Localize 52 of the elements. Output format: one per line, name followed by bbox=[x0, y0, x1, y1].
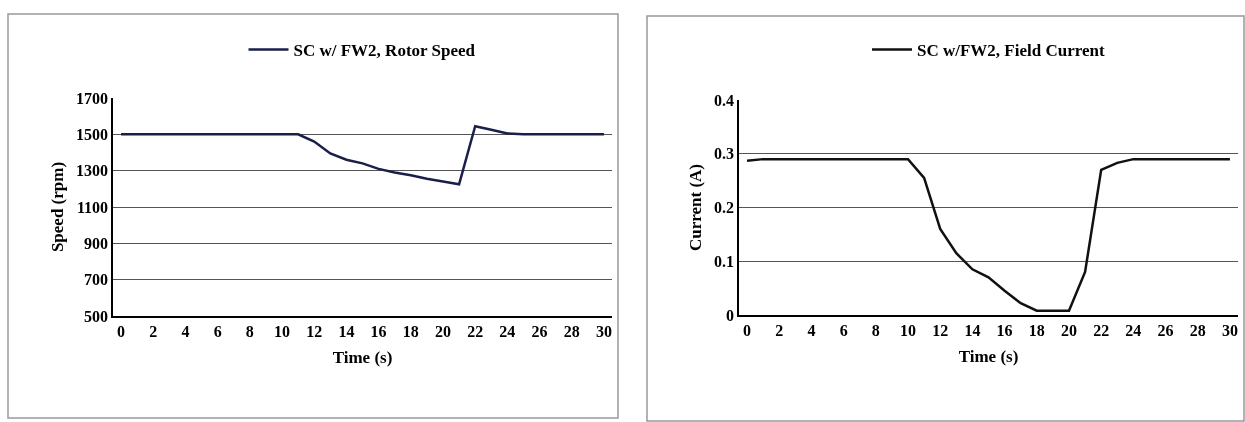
x-tick-label: 28 bbox=[1189, 321, 1206, 339]
x-tick-label: 30 bbox=[1221, 321, 1238, 339]
x-tick-label: 18 bbox=[402, 322, 419, 340]
x-tick-label: 0 bbox=[743, 321, 752, 339]
line-series bbox=[745, 157, 1232, 312]
y-tick-label: 0.3 bbox=[714, 145, 735, 163]
x-tick-label: 0 bbox=[117, 322, 126, 340]
y-axis-title: Speed (rpm) bbox=[48, 161, 68, 253]
x-tick-label: 14 bbox=[338, 322, 355, 340]
x-tick-label: 24 bbox=[499, 322, 516, 340]
y-tick-label: 1300 bbox=[76, 162, 109, 180]
x-tick-label: 16 bbox=[996, 321, 1013, 339]
x-tick-label: 4 bbox=[181, 322, 190, 340]
x-tick-label: 6 bbox=[213, 322, 222, 340]
x-tick-label: 28 bbox=[563, 322, 580, 340]
x-axis-title: Time (s) bbox=[958, 346, 1019, 366]
y-tick-label: 0 bbox=[726, 306, 735, 324]
x-tick-label: 30 bbox=[595, 322, 612, 340]
x-tick-label: 12 bbox=[932, 321, 949, 339]
y-tick-label: 1100 bbox=[76, 198, 109, 216]
line-series bbox=[119, 124, 606, 186]
y-tick-label: 1700 bbox=[76, 89, 109, 107]
x-tick-label: 22 bbox=[1093, 321, 1110, 339]
legend-label: SC w/ FW2, Rotor Speed bbox=[293, 41, 476, 61]
x-tick-label: 4 bbox=[807, 321, 816, 339]
x-tick-label: 2 bbox=[149, 322, 158, 340]
x-tick-label: 20 bbox=[1060, 321, 1077, 339]
x-tick-label: 20 bbox=[434, 322, 451, 340]
x-tick-label: 16 bbox=[370, 322, 387, 340]
x-tick-label: 8 bbox=[245, 322, 254, 340]
x-tick-label: 2 bbox=[775, 321, 784, 339]
y-tick-label: 0.1 bbox=[714, 252, 735, 270]
y-tick-label: 700 bbox=[84, 271, 109, 289]
x-tick-label: 18 bbox=[1028, 321, 1045, 339]
x-tick-label: 10 bbox=[900, 321, 917, 339]
y-tick-label: 1500 bbox=[76, 125, 109, 143]
x-tick-label: 10 bbox=[274, 322, 291, 340]
x-tick-label: 26 bbox=[531, 322, 548, 340]
x-tick-label: 8 bbox=[871, 321, 880, 339]
y-tick-label: 500 bbox=[84, 307, 109, 325]
x-axis-title: Time (s) bbox=[332, 347, 393, 367]
x-tick-label: 12 bbox=[306, 322, 323, 340]
x-tick-label: 6 bbox=[839, 321, 848, 339]
x-tick-label: 24 bbox=[1125, 321, 1142, 339]
x-tick-label: 14 bbox=[964, 321, 981, 339]
y-tick-label: 0.2 bbox=[714, 199, 735, 217]
legend-label: SC w/FW2, Field Current bbox=[917, 41, 1105, 61]
x-tick-label: 26 bbox=[1157, 321, 1174, 339]
y-tick-label: 900 bbox=[84, 234, 109, 252]
x-tick-label: 22 bbox=[467, 322, 484, 340]
y-axis-title: Current (A) bbox=[686, 163, 706, 252]
y-tick-label: 0.4 bbox=[714, 91, 735, 109]
